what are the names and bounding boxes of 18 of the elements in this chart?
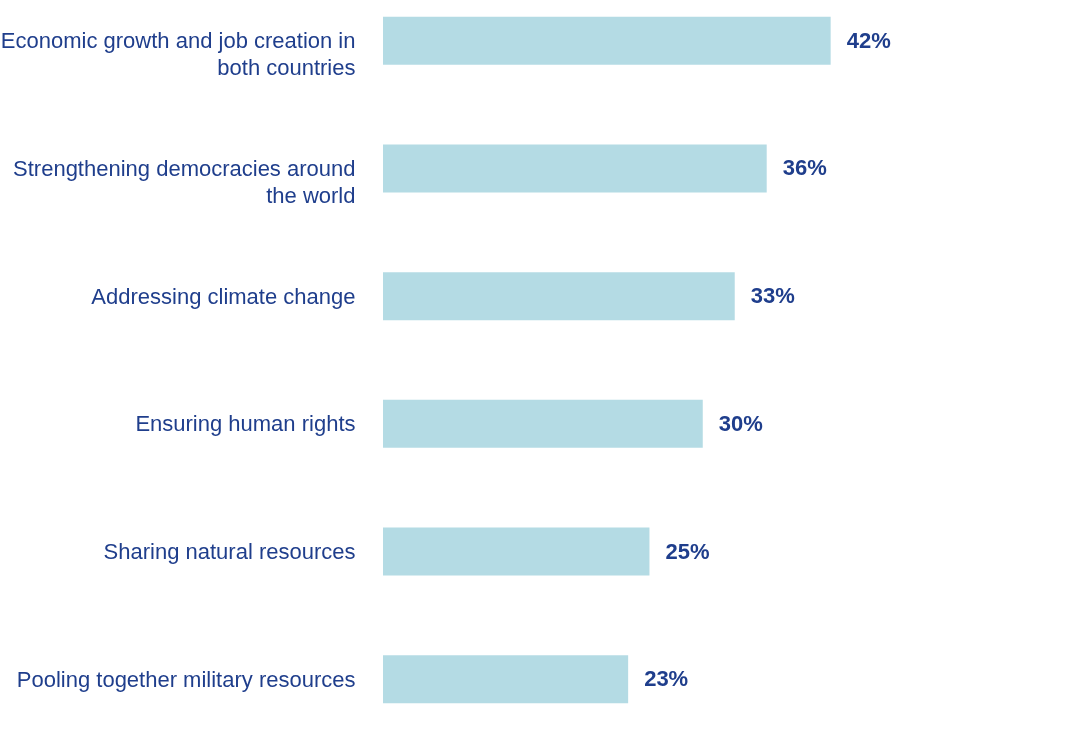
data-label: 33% bbox=[750, 283, 795, 309]
bar bbox=[383, 272, 735, 321]
y-tick-label: Sharing natural resources bbox=[103, 539, 356, 565]
y-tick-label: Addressing climate change bbox=[91, 283, 356, 309]
data-label: 36% bbox=[782, 155, 827, 181]
data-label: 23% bbox=[644, 666, 689, 692]
bar bbox=[383, 399, 703, 448]
y-tick-label: Pooling together military resources bbox=[16, 666, 356, 692]
y-tick-label: Economic growth and job creation in both countries bbox=[0, 28, 356, 81]
bar bbox=[383, 16, 831, 65]
y-tick-label: Strengthening democracies around the world bbox=[13, 155, 356, 208]
data-label: 42% bbox=[846, 27, 891, 53]
data-label: 30% bbox=[718, 410, 763, 436]
bar bbox=[383, 655, 629, 704]
bar bbox=[383, 144, 767, 193]
bar bbox=[383, 527, 650, 576]
data-label: 25% bbox=[665, 538, 710, 564]
y-tick-label: Ensuring human rights bbox=[135, 411, 356, 437]
